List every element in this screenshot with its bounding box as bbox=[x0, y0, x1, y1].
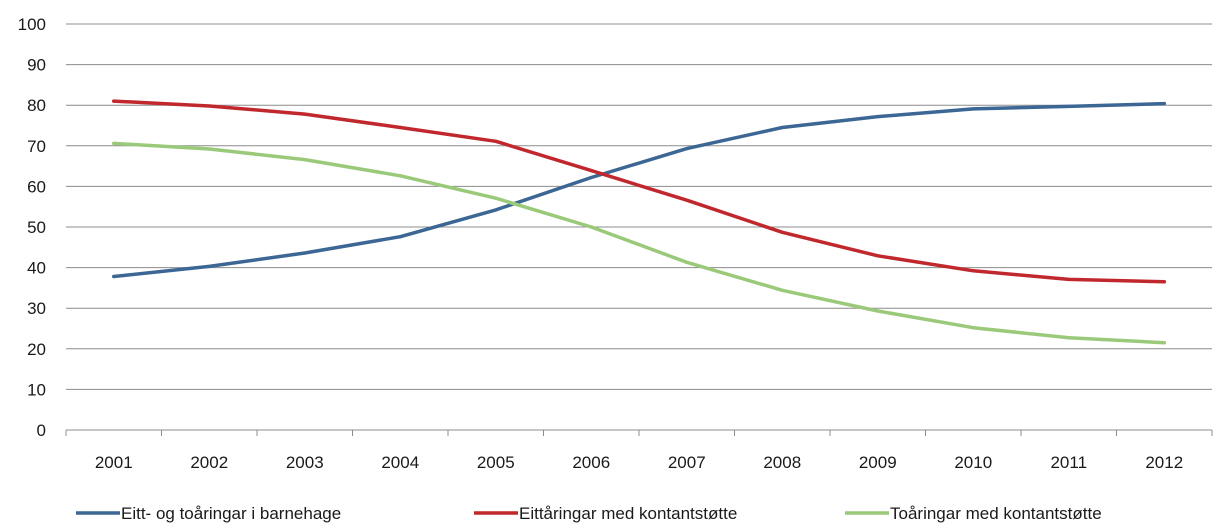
x-tick-label: 2007 bbox=[668, 453, 706, 472]
data-point bbox=[1162, 341, 1166, 345]
x-axis: 2001 2002 2003 2004 2005 2006 2007 2008 2009 2010… bbox=[65, 429, 1213, 472]
data-point bbox=[1162, 280, 1166, 284]
data-point bbox=[207, 104, 211, 108]
y-tick-label: 60 bbox=[27, 177, 46, 196]
data-point bbox=[494, 196, 498, 200]
data-point bbox=[589, 175, 593, 180]
data-point bbox=[876, 254, 880, 258]
y-tick-label: 90 bbox=[27, 56, 46, 75]
data-point bbox=[780, 288, 784, 292]
data-point bbox=[685, 260, 689, 264]
data-point bbox=[780, 125, 784, 130]
legend-item-2: Eittåringar med kontantstøtte bbox=[474, 504, 737, 523]
y-tick-label: 100 bbox=[18, 15, 46, 34]
data-point bbox=[494, 139, 498, 143]
data-point bbox=[112, 141, 116, 145]
legend-label: Toåringar med kontantstøtte bbox=[890, 504, 1102, 523]
legend-label: Eittåringar med kontantstøtte bbox=[519, 504, 737, 523]
data-point bbox=[207, 147, 211, 151]
y-tick-label: 10 bbox=[27, 380, 46, 399]
legend-item-1: Eitt- og toåringar i barnehage bbox=[76, 504, 341, 523]
y-tick-label: 30 bbox=[27, 299, 46, 318]
data-point bbox=[1162, 101, 1166, 106]
y-tick-label: 20 bbox=[27, 340, 46, 359]
y-tick-label: 50 bbox=[27, 218, 46, 237]
x-tick-label: 2002 bbox=[190, 453, 228, 472]
legend: Eitt- og toåringar i barnehage Eittåringa… bbox=[76, 504, 1102, 523]
data-point bbox=[303, 158, 307, 162]
data-point bbox=[303, 251, 307, 255]
y-tick-label: 40 bbox=[27, 259, 46, 278]
data-point bbox=[876, 114, 880, 119]
data-point bbox=[971, 269, 975, 273]
x-tick-label: 2010 bbox=[954, 453, 992, 472]
data-point bbox=[685, 147, 689, 151]
series-2 bbox=[112, 99, 1167, 284]
data-point bbox=[589, 168, 593, 173]
data-point bbox=[971, 326, 975, 330]
data-point bbox=[398, 125, 402, 130]
data-point bbox=[589, 225, 593, 229]
series-line bbox=[112, 141, 1167, 345]
series-lines bbox=[112, 99, 1167, 345]
x-tick-label: 2003 bbox=[286, 453, 324, 472]
data-point bbox=[303, 112, 307, 116]
x-tick-label: 2009 bbox=[859, 453, 897, 472]
data-point bbox=[207, 264, 211, 268]
data-point bbox=[1067, 277, 1071, 281]
series-line bbox=[112, 99, 1167, 284]
x-tick-label: 2004 bbox=[381, 453, 419, 472]
data-point bbox=[780, 230, 784, 234]
y-tick-label: 70 bbox=[27, 137, 46, 156]
y-tick-label: 0 bbox=[37, 421, 46, 440]
y-axis: 0 10 20 30 40 50 60 70 80 90 100 bbox=[18, 15, 46, 440]
data-point bbox=[1067, 336, 1071, 340]
x-tick-label: 2005 bbox=[477, 453, 515, 472]
legend-item-3: Toåringar med kontantstøtte bbox=[845, 504, 1102, 523]
data-point bbox=[112, 274, 116, 279]
data-point bbox=[971, 107, 975, 111]
x-tick-label: 2012 bbox=[1145, 453, 1183, 472]
data-point bbox=[876, 309, 880, 313]
data-point bbox=[685, 198, 689, 202]
x-tick-label: 2006 bbox=[572, 453, 610, 472]
series-1 bbox=[112, 101, 1167, 279]
series-line bbox=[112, 101, 1167, 279]
data-point bbox=[1067, 104, 1071, 109]
legend-label: Eitt- og toåringar i barnehage bbox=[121, 504, 341, 523]
x-tick-label: 2011 bbox=[1050, 453, 1087, 472]
x-tick-label: 2008 bbox=[763, 453, 801, 472]
data-point bbox=[398, 235, 402, 239]
series-3 bbox=[112, 141, 1167, 345]
data-point bbox=[112, 99, 116, 103]
y-tick-label: 80 bbox=[27, 96, 46, 115]
data-point bbox=[494, 208, 498, 212]
data-point bbox=[398, 174, 402, 178]
x-tick-label: 2001 bbox=[95, 453, 133, 472]
